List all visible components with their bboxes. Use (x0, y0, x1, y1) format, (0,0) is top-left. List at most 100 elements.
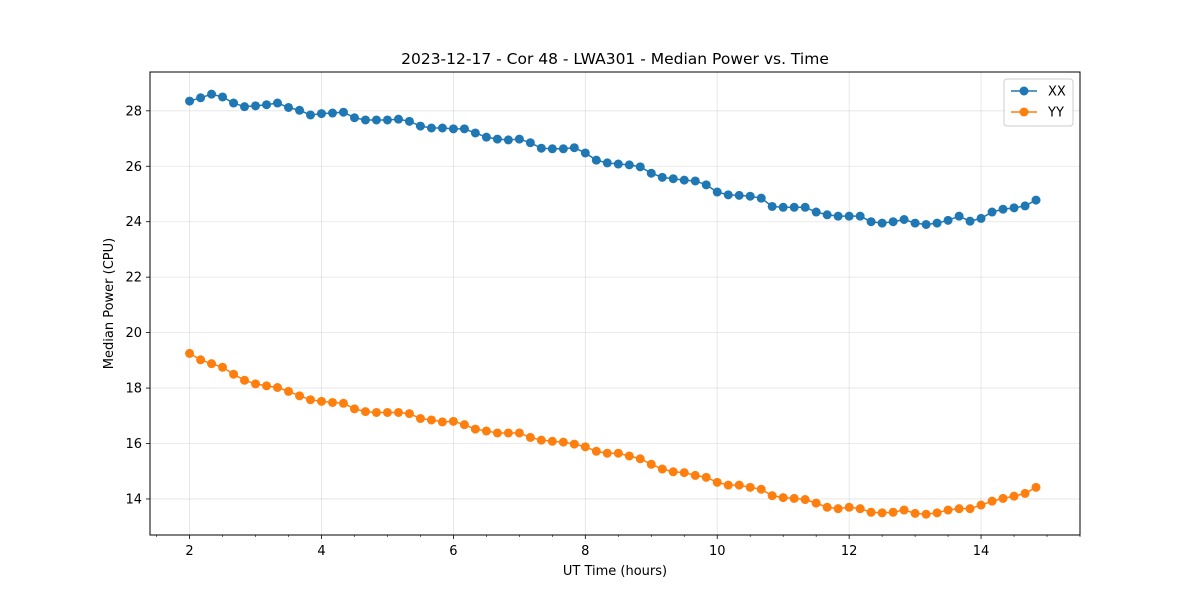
data-point (1009, 491, 1019, 501)
series-yy (185, 348, 1041, 519)
data-point (591, 446, 601, 456)
data-point (371, 115, 381, 125)
data-point (932, 508, 942, 518)
data-point (646, 168, 656, 178)
series-layer (185, 89, 1041, 519)
data-point (734, 480, 744, 490)
data-point (415, 121, 425, 131)
data-point (877, 508, 887, 518)
data-point (745, 482, 755, 492)
data-point (470, 424, 480, 434)
plot-frame (149, 71, 1081, 536)
data-point (492, 428, 502, 438)
data-point (877, 218, 887, 228)
x-tick-label: 12 (841, 544, 858, 559)
data-point (514, 134, 524, 144)
data-point (866, 507, 876, 517)
data-point (723, 480, 733, 490)
data-point (756, 484, 766, 494)
data-point (305, 395, 315, 405)
y-tick-label: 28 (125, 104, 142, 119)
data-point (745, 191, 755, 201)
y-tick-label: 14 (125, 492, 142, 507)
data-point (525, 432, 535, 442)
data-point (712, 477, 722, 487)
data-point (998, 493, 1008, 503)
data-point (712, 187, 722, 197)
x-tick-label: 6 (449, 544, 457, 559)
y-tick-label: 18 (125, 382, 142, 397)
data-point (481, 132, 491, 142)
data-point (360, 407, 370, 417)
data-point (536, 143, 546, 153)
data-point (338, 107, 348, 117)
data-point (448, 124, 458, 134)
data-point (426, 123, 436, 133)
data-point (965, 504, 975, 514)
data-point (701, 472, 711, 482)
data-point (855, 211, 865, 221)
data-point (789, 493, 799, 503)
data-point (262, 381, 272, 391)
legend-label: YY (1047, 106, 1064, 121)
data-point (580, 148, 590, 158)
data-point (207, 359, 217, 369)
x-axis: 2 4 6 8 10 12 14 (156, 535, 1081, 559)
data-point (1020, 488, 1030, 498)
data-point (251, 101, 261, 111)
data-point (921, 219, 931, 229)
data-point (701, 180, 711, 190)
y-tick-label: 16 (125, 437, 142, 452)
data-point (613, 448, 623, 458)
legend-marker (1019, 107, 1029, 117)
data-point (284, 102, 294, 112)
data-point (196, 93, 206, 103)
data-point (888, 217, 898, 227)
data-point (360, 115, 370, 125)
y-axis: 14 16 18 20 22 24 26 28 (125, 104, 150, 507)
data-point (987, 496, 997, 506)
data-point (943, 215, 953, 225)
data-point (437, 123, 447, 133)
y-tick-label: 22 (125, 271, 142, 286)
data-point (1009, 203, 1019, 213)
data-point (251, 379, 261, 389)
data-point (965, 216, 975, 226)
data-point (393, 407, 403, 417)
data-point (404, 116, 414, 126)
data-point (602, 448, 612, 458)
data-point (822, 502, 832, 512)
data-point (723, 190, 733, 200)
data-point (229, 98, 239, 108)
data-point (778, 493, 788, 503)
data-point (800, 495, 810, 505)
data-point (328, 397, 338, 407)
data-point (635, 162, 645, 172)
legend-item-yy: YY (1011, 106, 1064, 121)
data-point (734, 190, 744, 200)
data-point (558, 144, 568, 154)
data-point (613, 159, 623, 169)
data-point (349, 113, 359, 123)
data-point (668, 467, 678, 477)
data-point (185, 348, 195, 358)
data-point (954, 211, 964, 221)
data-point (295, 391, 305, 401)
data-point (833, 504, 843, 514)
data-point (305, 110, 315, 120)
data-point (690, 176, 700, 186)
x-tick-label: 4 (317, 544, 325, 559)
data-point (690, 470, 700, 480)
data-point (976, 213, 986, 223)
data-point (602, 158, 612, 168)
data-point (218, 92, 228, 102)
data-point (503, 135, 513, 145)
data-point (415, 414, 425, 424)
data-point (393, 114, 403, 124)
data-point (624, 160, 634, 170)
data-point (1020, 201, 1030, 211)
data-point (580, 442, 590, 452)
x-tick-label: 2 (185, 544, 193, 559)
data-point (240, 102, 250, 112)
data-point (284, 386, 294, 396)
